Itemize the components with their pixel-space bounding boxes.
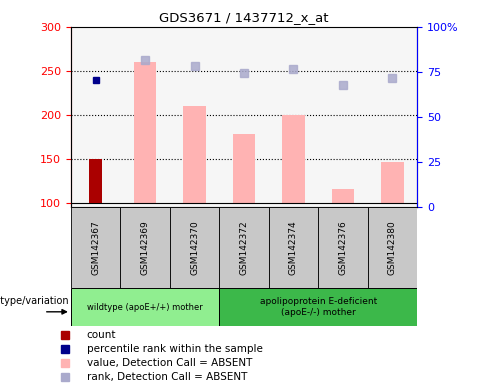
Bar [170, 207, 219, 288]
Bar [183, 106, 205, 203]
Text: value, Detection Call = ABSENT: value, Detection Call = ABSENT [87, 358, 252, 368]
Bar [120, 207, 170, 288]
Bar [368, 207, 417, 288]
Text: percentile rank within the sample: percentile rank within the sample [87, 344, 263, 354]
Text: GSM142367: GSM142367 [91, 220, 100, 275]
Text: GSM142376: GSM142376 [339, 220, 347, 275]
Bar [71, 207, 120, 288]
Bar [170, 27, 219, 207]
Bar [219, 288, 417, 326]
Bar [269, 207, 318, 288]
Text: GSM142374: GSM142374 [289, 220, 298, 275]
Title: GDS3671 / 1437712_x_at: GDS3671 / 1437712_x_at [159, 11, 329, 24]
Bar [381, 162, 404, 203]
Bar [89, 159, 102, 203]
Bar [219, 207, 269, 288]
Text: GSM142370: GSM142370 [190, 220, 199, 275]
Bar [71, 288, 219, 326]
Text: wildtype (apoE+/+) mother: wildtype (apoE+/+) mother [87, 303, 203, 312]
Bar [233, 134, 255, 203]
Bar [332, 189, 354, 203]
Bar [368, 27, 417, 207]
Bar [283, 115, 305, 203]
Bar [120, 27, 170, 207]
Text: GSM142380: GSM142380 [388, 220, 397, 275]
Bar [134, 62, 156, 203]
Bar [219, 27, 269, 207]
Text: count: count [87, 330, 116, 340]
Text: GSM142369: GSM142369 [141, 220, 149, 275]
Bar [318, 27, 368, 207]
Text: GSM142372: GSM142372 [240, 220, 248, 275]
Text: apolipoprotein E-deficient
(apoE-/-) mother: apolipoprotein E-deficient (apoE-/-) mot… [260, 298, 377, 317]
Text: rank, Detection Call = ABSENT: rank, Detection Call = ABSENT [87, 372, 247, 382]
Bar [318, 207, 368, 288]
Bar [269, 27, 318, 207]
Bar [71, 27, 120, 207]
Text: genotype/variation: genotype/variation [0, 296, 69, 306]
